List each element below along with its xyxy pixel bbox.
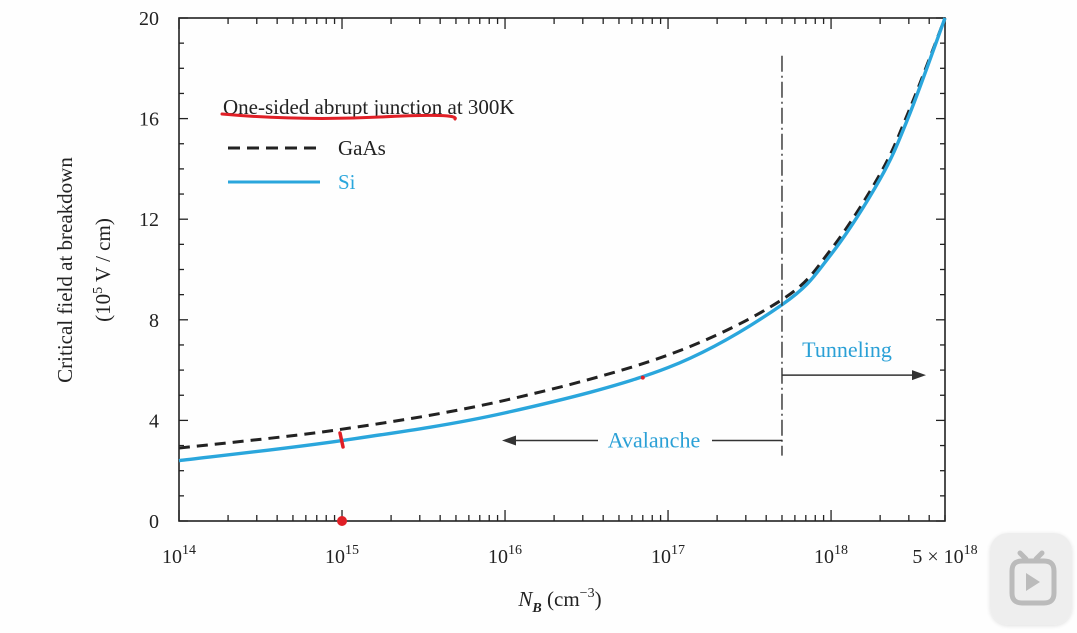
legend-title: One-sided abrupt junction at 300K <box>223 95 515 119</box>
y-axis-title: Critical field at breakdown <box>53 157 77 383</box>
avalanche-label: Avalanche <box>608 428 700 453</box>
x-tick-label: 1017 <box>651 543 685 568</box>
y-tick-label: 16 <box>139 109 159 131</box>
play-button[interactable] <box>990 533 1072 625</box>
y-tick-label: 4 <box>149 410 159 432</box>
legend-label-gaas: GaAs <box>338 136 386 160</box>
y-axis-units: (105 V / cm) <box>91 218 115 322</box>
y-tick-label: 12 <box>139 209 159 231</box>
x-tick-label: 1018 <box>814 543 848 568</box>
red-dot-axis <box>337 516 348 526</box>
x-tick-label: 1015 <box>325 543 359 568</box>
red-mark-1e15-curve <box>338 431 345 449</box>
red-dot-curve <box>640 375 645 380</box>
y-tick-label: 20 <box>139 8 159 30</box>
x-tick-label: 5 × 1018 <box>912 543 977 568</box>
tunneling-label: Tunneling <box>802 337 892 362</box>
avalanche-arrowhead <box>502 435 516 446</box>
x-axis-title: NB (cm−3) <box>517 586 601 616</box>
x-tick-label: 1014 <box>162 543 196 568</box>
y-tick-label: 8 <box>149 310 159 332</box>
play-icon <box>1009 550 1057 606</box>
tunneling-arrowhead <box>912 370 926 381</box>
y-tick-label: 0 <box>149 511 159 533</box>
legend-label-si: Si <box>338 170 356 194</box>
red-underline-mark <box>220 112 457 121</box>
series-line-gaas <box>178 17 947 450</box>
series-line-si <box>178 17 947 463</box>
x-tick-label: 1016 <box>488 543 522 568</box>
